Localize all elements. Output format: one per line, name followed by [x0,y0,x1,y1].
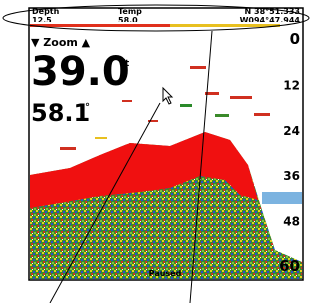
depth-unit: ft [121,59,130,69]
scale-label: 48 [283,215,300,229]
scale-label: 12 [283,78,300,92]
scale-label: 0 [290,30,300,48]
status: Paused [149,269,182,278]
scale-label: 24 [283,124,300,138]
thermocline [262,192,302,204]
temp-unit: ° [85,102,90,113]
scale-label: 60 [279,257,300,275]
color-bar [170,24,280,27]
scale-label: 36 [283,169,300,183]
zoom-control[interactable]: ▼ Zoom ▲ [31,36,91,49]
temp-reading: 58.1 [31,99,90,127]
temp-label: Temp [118,7,142,16]
fishfinder-screenshot: Depth 12.5 Temp 58.0 N 38°51.333 W094°47… [0,0,311,303]
depth-reading: 39.0 [31,49,130,95]
